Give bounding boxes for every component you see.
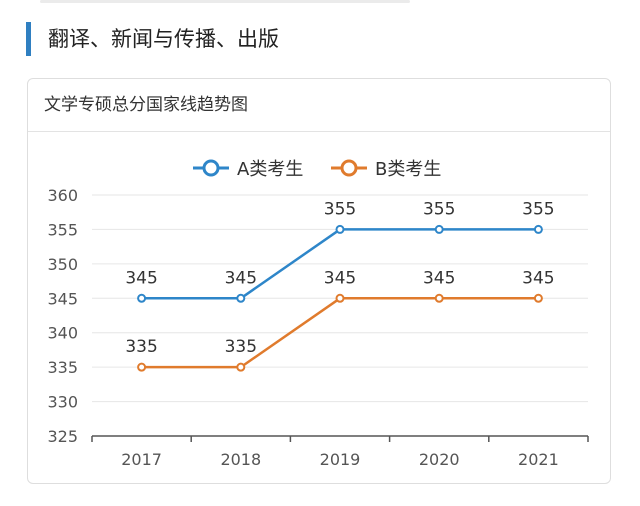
- legend-marker: [340, 159, 358, 177]
- data-point: [533, 293, 543, 303]
- data-point: [335, 224, 345, 234]
- section-title: 翻译、新闻与传播、出版: [48, 27, 279, 51]
- data-label: 345: [125, 268, 157, 288]
- y-tick-label: 345: [47, 289, 78, 308]
- y-tick-label: 355: [47, 220, 78, 239]
- data-label: 355: [423, 199, 455, 219]
- y-tick-label: 335: [47, 358, 78, 377]
- x-tick-label: 2019: [320, 450, 361, 469]
- chart-card-header: 文学专硕总分国家线趋势图: [28, 79, 610, 132]
- y-tick-label: 350: [47, 255, 78, 274]
- legend-label: B类考生: [375, 159, 441, 180]
- x-tick-label: 2020: [419, 450, 460, 469]
- legend-label: A类考生: [237, 159, 303, 180]
- x-tick-label: 2018: [220, 450, 261, 469]
- legend-marker: [202, 159, 220, 177]
- x-tick-label: 2021: [518, 450, 559, 469]
- data-label: 345: [225, 268, 257, 288]
- data-point: [137, 362, 147, 372]
- data-label: 335: [125, 337, 157, 357]
- data-point: [137, 293, 147, 303]
- data-point: [236, 293, 246, 303]
- y-tick-label: 325: [47, 427, 78, 446]
- data-point: [533, 224, 543, 234]
- chart-card: 文学专硕总分国家线趋势图: [27, 78, 611, 484]
- y-tick-label: 360: [47, 186, 78, 205]
- x-tick-label: 2017: [121, 450, 162, 469]
- data-label: 345: [522, 268, 554, 288]
- top-divider: [40, 0, 410, 3]
- data-point: [236, 362, 246, 372]
- y-tick-label: 330: [47, 393, 78, 412]
- data-label: 355: [324, 199, 356, 219]
- data-point: [434, 293, 444, 303]
- chart-card-title: 文学专硕总分国家线趋势图: [44, 95, 248, 115]
- data-label: 345: [423, 268, 455, 288]
- data-label: 345: [324, 268, 356, 288]
- section-accent-bar: [26, 22, 31, 56]
- data-label: 355: [522, 199, 554, 219]
- data-point: [335, 293, 345, 303]
- data-point: [434, 224, 444, 234]
- data-label: 335: [225, 337, 257, 357]
- y-tick-label: 340: [47, 324, 78, 343]
